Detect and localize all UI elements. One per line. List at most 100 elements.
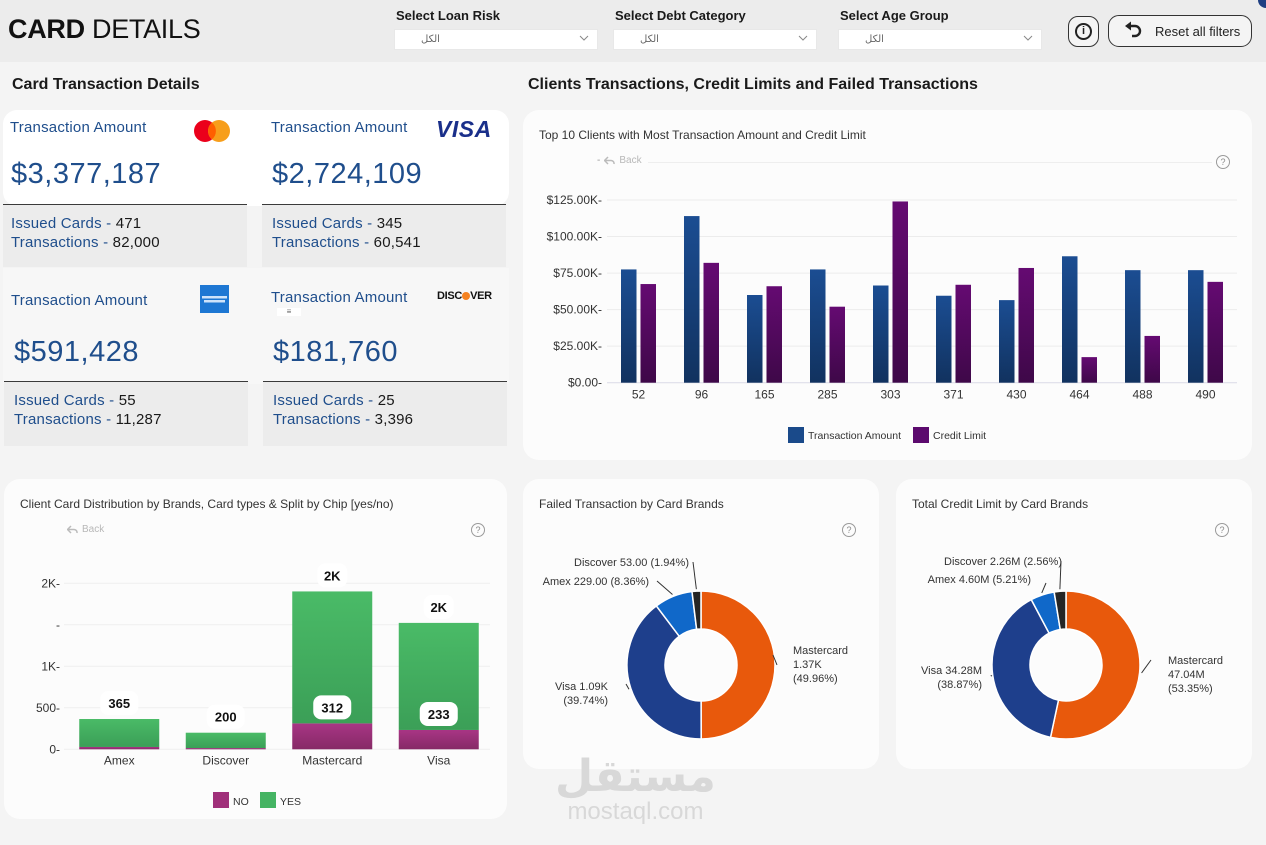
x-tick-label: 285: [817, 388, 837, 402]
legend-label: Credit Limit: [933, 430, 986, 442]
y-tick-label: 1K-: [41, 659, 60, 673]
transactions-line: Transactions - 60,541: [272, 234, 421, 251]
legend-swatch-credit-limit: [913, 427, 929, 443]
debt-category-dropdown[interactable]: الكل: [613, 29, 817, 50]
y-tick-label: $100.00K-: [547, 230, 602, 244]
transactions-value: 82,000: [112, 234, 160, 251]
credit-limit-chart-card: Total Credit Limit by Card Brands ? Mast…: [896, 479, 1252, 769]
failed-transactions-chart-card: Failed Transaction by Card Brands ? Mast…: [523, 479, 879, 769]
leader-line: [656, 580, 673, 595]
top-clients-chart-card: Top 10 Clients with Most Transaction Amo…: [523, 110, 1252, 460]
dropdown-value: الكل: [640, 34, 659, 45]
corner-decoration: [1258, 0, 1266, 8]
bar-credit-limit: [1081, 357, 1097, 383]
y-tick-label: $50.00K-: [553, 303, 602, 317]
slice-label: (53.35%): [1168, 683, 1213, 695]
kpi-label: Transaction Amount: [271, 289, 408, 306]
slice-label: 47.04M: [1168, 669, 1205, 681]
watermark: مستقل mostaql.com: [555, 755, 716, 825]
bar-segment-yes: [185, 732, 266, 749]
amex-logo-icon: [200, 285, 229, 313]
chevron-down-icon: [798, 35, 808, 41]
y-tick-label: $25.00K-: [553, 339, 602, 353]
transactions-label: Transactions -: [11, 234, 113, 251]
age-group-dropdown[interactable]: الكل: [838, 29, 1042, 50]
leader-line: [1041, 582, 1047, 594]
legend-swatch-yes: [260, 792, 276, 808]
help-icon[interactable]: ?: [1215, 523, 1229, 537]
issued-cards-value: 25: [377, 392, 395, 409]
failed-transactions-donut: Mastercard 1.37K (49.96%) Visa 1.09K (39.74%…: [543, 557, 848, 740]
kpi-card-visa: Transaction Amount VISA $2,724,109 Issue…: [262, 110, 506, 268]
slice-label: Discover 2.26M (2.56%): [944, 556, 1062, 568]
data-label: 200: [215, 710, 237, 725]
back-button[interactable]: - Back: [597, 155, 642, 166]
filter-icon[interactable]: ≡: [277, 308, 301, 316]
issued-cards-label: Issued Cards -: [11, 215, 116, 232]
transactions-label: Transactions -: [273, 411, 375, 428]
slice-label: Mastercard: [793, 645, 848, 657]
x-tick-label: Mastercard: [302, 753, 362, 767]
transactions-value: 11,287: [115, 411, 162, 428]
slice-label: Discover 53.00 (1.94%): [574, 557, 689, 569]
chart-title: Client Card Distribution by Brands, Card…: [20, 497, 394, 511]
discover-logo-text: DISC: [437, 290, 463, 302]
data-label-bg: [206, 704, 245, 729]
back-label: Back: [619, 155, 642, 166]
kpi-panel: Transaction Amount $3,377,187 Issued Car…: [3, 110, 509, 447]
data-label: 312: [321, 700, 343, 715]
kpi-label: Transaction Amount: [11, 292, 148, 309]
page-title-light: DETAILS: [92, 14, 201, 44]
x-tick-label: Discover: [202, 753, 249, 767]
kpi-divider: [4, 381, 248, 382]
bar-segment-yes: [79, 719, 160, 747]
x-tick-label: 464: [1069, 388, 1089, 402]
chart-title: Total Credit Limit by Card Brands: [912, 497, 1089, 511]
bar-segment-no: [398, 729, 479, 750]
back-button[interactable]: Back: [67, 524, 104, 535]
kpi-divider: [3, 204, 247, 205]
leader-line: [1059, 560, 1062, 590]
kpi-amount: $2,724,109: [272, 158, 423, 190]
dropdown-value: الكل: [865, 34, 884, 45]
issued-cards-line: Issued Cards - 471: [11, 215, 141, 232]
kpi-card-amex: Transaction Amount $591,428 Issued Cards…: [4, 280, 248, 446]
help-icon[interactable]: ?: [1216, 155, 1230, 169]
transactions-line: Transactions - 11,287: [14, 411, 162, 428]
kpi-stats: Issued Cards - 345 Transactions - 60,541: [262, 205, 506, 267]
slice-label: Amex 4.60M (5.21%): [928, 574, 1031, 586]
info-button[interactable]: i: [1068, 16, 1099, 47]
bar-transaction-amount: [999, 300, 1015, 383]
filter-label: Select Age Group: [840, 8, 949, 23]
info-icon: i: [1075, 23, 1092, 40]
help-icon[interactable]: ?: [842, 523, 856, 537]
data-label-bg: [313, 695, 352, 720]
help-icon[interactable]: ?: [471, 523, 485, 537]
reset-filters-button[interactable]: Reset all filters: [1108, 15, 1252, 47]
x-tick-label: 490: [1195, 388, 1215, 402]
watermark-arabic: مستقل: [555, 751, 716, 802]
kpi-card-mastercard: Transaction Amount $3,377,187 Issued Car…: [3, 110, 247, 268]
card-distribution-chart: 0- 500- 1K- - 2K- Amex Discover Mastercard Visa 3…: [36, 563, 490, 808]
kpi-card-discover: Transaction Amount ≡ DISC VER $181,760 Is…: [263, 280, 507, 446]
x-tick-label: 52: [632, 388, 646, 402]
bar-transaction-amount: [747, 295, 763, 383]
issued-cards-label: Issued Cards -: [14, 392, 119, 409]
y-tick-label: $125.00K-: [547, 193, 602, 207]
chevron-down-icon: [1023, 35, 1033, 41]
loan-risk-dropdown[interactable]: الكل: [394, 29, 598, 50]
leader-line: [625, 683, 630, 690]
bar-transaction-amount: [810, 269, 826, 383]
leader-line: [1141, 659, 1152, 674]
bar-credit-limit: [766, 286, 782, 383]
kpi-label: Transaction Amount: [271, 119, 408, 136]
bar-segment-no: [185, 748, 266, 750]
donut-slice-visa: [626, 604, 702, 740]
transactions-label: Transactions -: [272, 234, 374, 251]
donut-slice-discover: [691, 590, 702, 631]
kpi-row2-bg: [3, 268, 509, 384]
x-tick-label: 430: [1006, 388, 1026, 402]
donut-slice-discover: [1053, 590, 1067, 631]
issued-cards-line: Issued Cards - 25: [273, 392, 395, 409]
section-title-clients: Clients Transactions, Credit Limits and …: [528, 76, 978, 93]
